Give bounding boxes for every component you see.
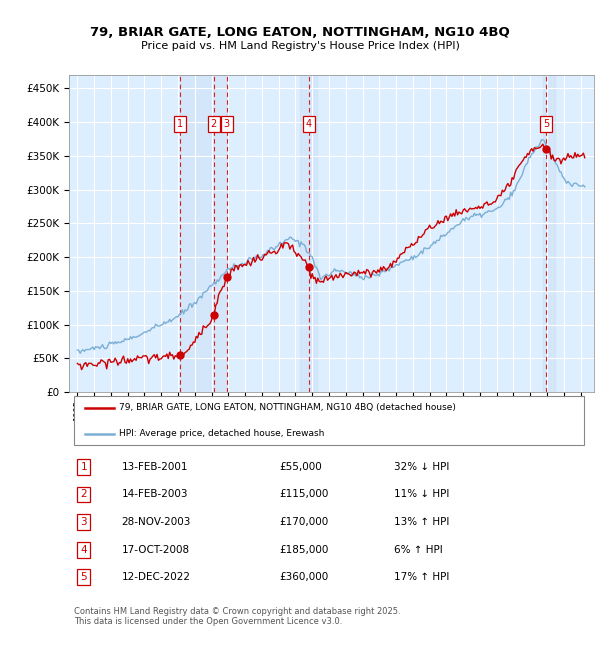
Text: 32% ↓ HPI: 32% ↓ HPI <box>395 462 450 472</box>
Bar <box>301 75 317 392</box>
Text: 12-DEC-2022: 12-DEC-2022 <box>121 572 191 582</box>
Text: 79, BRIAR GATE, LONG EATON, NOTTINGHAM, NG10 4BQ (detached house): 79, BRIAR GATE, LONG EATON, NOTTINGHAM, … <box>119 403 456 412</box>
Text: 5: 5 <box>80 572 87 582</box>
Text: 6% ↑ HPI: 6% ↑ HPI <box>395 545 443 554</box>
Bar <box>543 75 554 392</box>
Text: 11% ↓ HPI: 11% ↓ HPI <box>395 489 450 499</box>
Text: 28-NOV-2003: 28-NOV-2003 <box>121 517 191 527</box>
Text: 5: 5 <box>543 119 550 129</box>
Text: 4: 4 <box>80 545 87 554</box>
Text: £115,000: £115,000 <box>279 489 328 499</box>
Text: 3: 3 <box>224 119 230 129</box>
Text: 2: 2 <box>80 489 87 499</box>
Bar <box>180 75 227 392</box>
Text: 4: 4 <box>305 119 312 129</box>
Text: 1: 1 <box>80 462 87 472</box>
Text: £170,000: £170,000 <box>279 517 328 527</box>
Text: 13% ↑ HPI: 13% ↑ HPI <box>395 517 450 527</box>
Text: 17% ↑ HPI: 17% ↑ HPI <box>395 572 450 582</box>
Text: Contains HM Land Registry data © Crown copyright and database right 2025.
This d: Contains HM Land Registry data © Crown c… <box>74 606 401 626</box>
Text: 2: 2 <box>211 119 217 129</box>
FancyBboxPatch shape <box>74 396 583 445</box>
Text: £185,000: £185,000 <box>279 545 328 554</box>
Text: £360,000: £360,000 <box>279 572 328 582</box>
Text: Price paid vs. HM Land Registry's House Price Index (HPI): Price paid vs. HM Land Registry's House … <box>140 41 460 51</box>
Text: HPI: Average price, detached house, Erewash: HPI: Average price, detached house, Erew… <box>119 430 324 439</box>
Text: 79, BRIAR GATE, LONG EATON, NOTTINGHAM, NG10 4BQ: 79, BRIAR GATE, LONG EATON, NOTTINGHAM, … <box>90 26 510 39</box>
Text: 3: 3 <box>80 517 87 527</box>
Text: 1: 1 <box>177 119 183 129</box>
Text: 13-FEB-2001: 13-FEB-2001 <box>121 462 188 472</box>
Text: £55,000: £55,000 <box>279 462 322 472</box>
Text: 17-OCT-2008: 17-OCT-2008 <box>121 545 190 554</box>
Text: 14-FEB-2003: 14-FEB-2003 <box>121 489 188 499</box>
